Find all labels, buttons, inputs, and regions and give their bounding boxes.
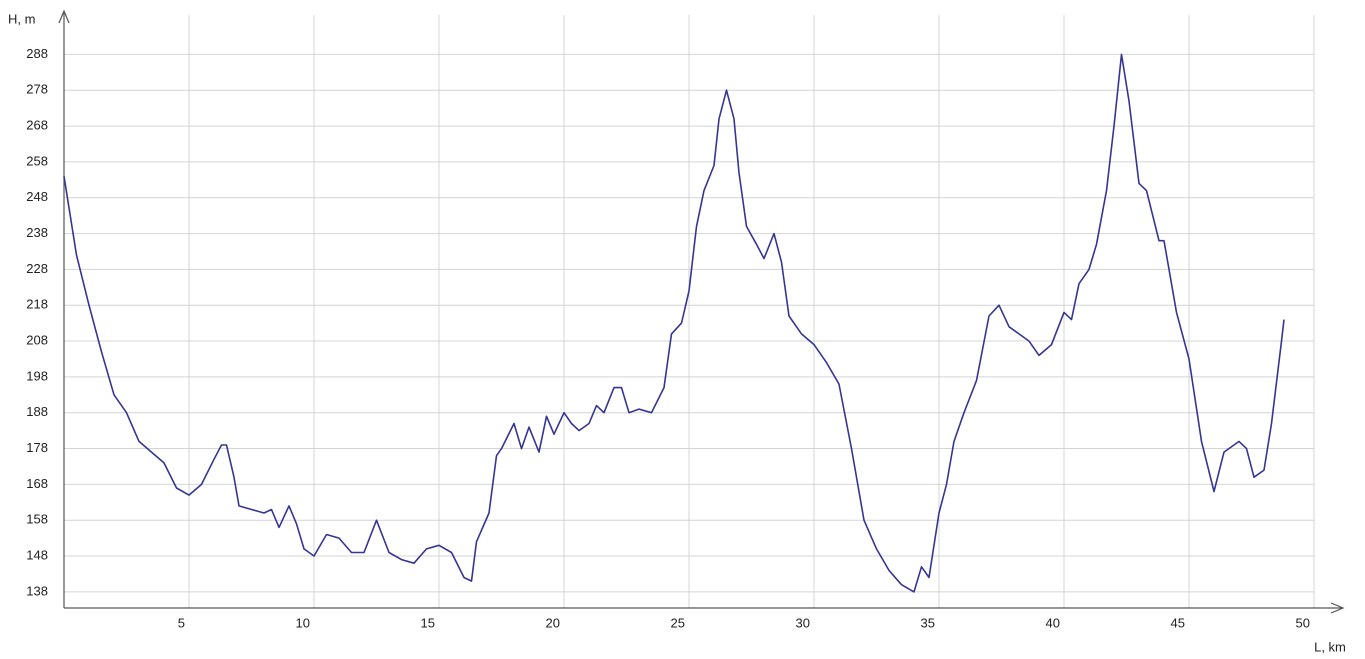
y-axis-arrow [58, 9, 70, 24]
x-tick-label: 10 [296, 615, 310, 630]
y-tick-label: 218 [26, 297, 48, 312]
x-tick-label: 45 [1171, 615, 1185, 630]
y-tick-label: 178 [26, 440, 48, 455]
y-tick-label: 208 [26, 332, 48, 347]
x-axis-arrow [1330, 602, 1345, 614]
x-tick-label: 35 [921, 615, 935, 630]
y-tick-label: 268 [26, 118, 48, 133]
y-axis-label: H, m [8, 11, 35, 26]
y-tick-label: 228 [26, 261, 48, 276]
y-tick-label: 138 [26, 583, 48, 598]
y-tick-label: 278 [26, 82, 48, 97]
y-tick-label: 238 [26, 225, 48, 240]
x-tick-label: 20 [546, 615, 560, 630]
y-tick-label: 188 [26, 404, 48, 419]
y-tick-label: 168 [26, 476, 48, 491]
y-tick-label: 258 [26, 153, 48, 168]
x-tick-label: 50 [1296, 615, 1310, 630]
x-axis-label: L, km [1314, 639, 1346, 654]
elevation-line [63, 53, 1285, 593]
x-tick-label: 15 [421, 615, 435, 630]
x-tick-label: 5 [178, 615, 185, 630]
y-tick-label: 248 [26, 189, 48, 204]
x-tick-label: 30 [796, 615, 810, 630]
y-tick-label: 148 [26, 547, 48, 562]
y-tick-label: 198 [26, 368, 48, 383]
x-tick-label: 25 [671, 615, 685, 630]
y-tick-label: 288 [26, 46, 48, 61]
y-tick-label: 158 [26, 512, 48, 527]
x-tick-label: 40 [1046, 615, 1060, 630]
